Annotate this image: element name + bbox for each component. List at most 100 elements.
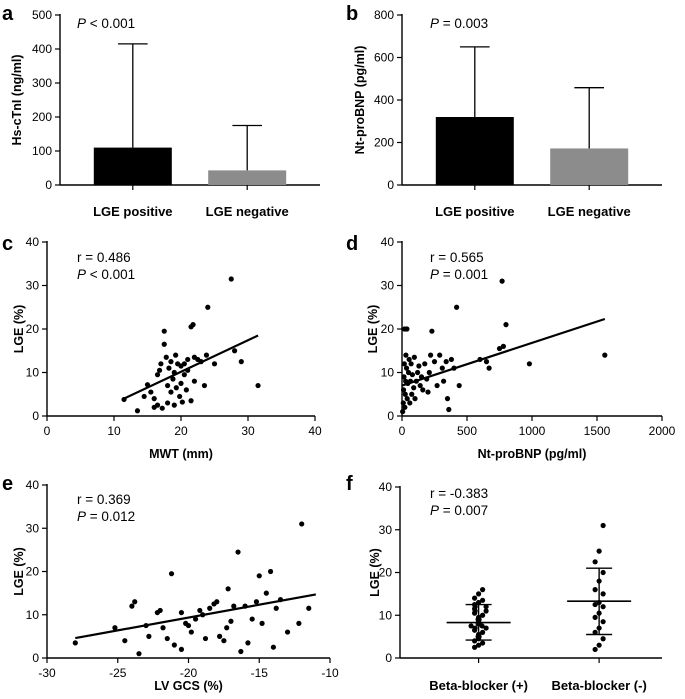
data-point	[197, 607, 203, 614]
panel-e: e 0 10 20 30 40 LGE (%) r = 0.369 P = 0.012 -30 -2…	[2, 473, 339, 693]
regression-line	[123, 334, 259, 400]
data-point	[406, 356, 412, 363]
data-point	[163, 354, 169, 360]
data-point	[472, 625, 478, 631]
y-tick-label: 40	[379, 480, 393, 494]
data-point	[454, 304, 460, 310]
data-point	[129, 603, 135, 609]
data-point	[205, 304, 211, 310]
stat-p-label: P	[430, 503, 439, 518]
data-point	[422, 361, 428, 367]
data-point	[480, 587, 486, 593]
data-point	[188, 629, 194, 635]
x-tick-label: 1000	[519, 424, 546, 438]
data-point	[596, 642, 602, 648]
data-point	[412, 396, 418, 402]
data-point	[158, 361, 164, 367]
panel-a: a 0 100 200 300 400 500 Hs-cTnI (ng/ml) P < 0.00…	[2, 3, 320, 219]
data-point	[232, 348, 238, 354]
data-point	[429, 328, 435, 334]
data-point	[444, 396, 451, 402]
category-label: LGE positive	[435, 204, 514, 219]
stat-value: r = -0.383	[430, 486, 488, 501]
y-axis-title: LGE (%)	[366, 305, 380, 354]
data-point	[164, 635, 170, 642]
data-point	[173, 385, 179, 391]
data-point	[404, 326, 410, 332]
data-point	[173, 352, 179, 358]
data-point	[148, 389, 154, 395]
category-label: Beta-blocker (-)	[551, 678, 646, 693]
data-point	[188, 398, 194, 404]
data-point	[402, 404, 408, 410]
data-point	[600, 569, 606, 576]
panel-letter: a	[2, 3, 14, 25]
data-point	[112, 625, 118, 631]
data-point	[185, 622, 192, 629]
x-tick-label: 0	[44, 424, 51, 438]
data-point	[178, 609, 185, 616]
stat-value: = 0.012	[86, 509, 135, 524]
data-point	[190, 322, 196, 328]
data-point	[486, 365, 492, 371]
data-point	[253, 599, 260, 605]
data-point	[296, 620, 302, 627]
data-point	[249, 616, 255, 622]
data-point	[411, 385, 417, 391]
y-tick-label: 30	[381, 279, 395, 293]
data-point	[306, 605, 312, 611]
panel-letter: d	[346, 233, 358, 255]
data-point	[426, 369, 432, 376]
data-point	[416, 363, 422, 369]
y-axis-title: Hs-cTnI (ng/ml)	[10, 55, 24, 146]
data-point	[202, 635, 209, 642]
data-point	[425, 389, 431, 395]
data-point	[411, 354, 417, 360]
y-tick-label: 10	[379, 608, 393, 622]
stat-value: r = 0.369	[77, 492, 131, 507]
data-point	[225, 586, 231, 592]
data-point	[156, 367, 163, 373]
data-point	[403, 365, 410, 371]
data-point	[165, 382, 171, 389]
data-point	[136, 651, 142, 657]
data-point	[437, 352, 443, 358]
data-point	[165, 400, 171, 406]
panel-letter: f	[346, 473, 353, 495]
category-label: Beta-blocker (+)	[429, 678, 528, 693]
y-tick-label: 20	[381, 322, 395, 336]
data-point	[400, 387, 407, 393]
x-tick-label: 10	[107, 424, 121, 438]
y-tick-label: 200	[32, 110, 52, 124]
x-tick-label: -25	[109, 666, 127, 680]
data-point	[284, 629, 291, 635]
x-tick-label: -15	[251, 666, 269, 680]
data-point	[168, 571, 175, 577]
data-point	[191, 378, 197, 384]
panel-letter: b	[346, 3, 358, 25]
data-point	[400, 409, 406, 415]
data-point	[476, 642, 482, 648]
data-point	[299, 521, 305, 527]
data-point	[154, 402, 161, 408]
data-point	[480, 597, 486, 603]
y-tick-label: 10	[381, 366, 395, 380]
x-tick-label: 2000	[649, 424, 676, 438]
y-tick-label: 0	[387, 409, 394, 423]
data-point	[596, 548, 602, 554]
stat-annotation: P = 0.012	[77, 509, 135, 524]
x-axis-title: Nt-proBNP (pg/ml)	[478, 447, 587, 461]
stat-p-label: P	[77, 16, 86, 31]
x-axis-title: MWT (mm)	[149, 447, 213, 461]
stat-value: = 0.007	[439, 503, 488, 518]
y-axis-title: LGE (%)	[12, 547, 26, 596]
y-tick-label: 200	[374, 136, 394, 150]
data-point	[526, 361, 533, 367]
data-point	[448, 356, 454, 363]
regression-line	[75, 593, 317, 640]
data-point	[409, 372, 415, 378]
data-point	[171, 642, 177, 648]
data-point	[235, 549, 241, 555]
data-point	[439, 365, 445, 371]
data-point	[428, 352, 434, 358]
